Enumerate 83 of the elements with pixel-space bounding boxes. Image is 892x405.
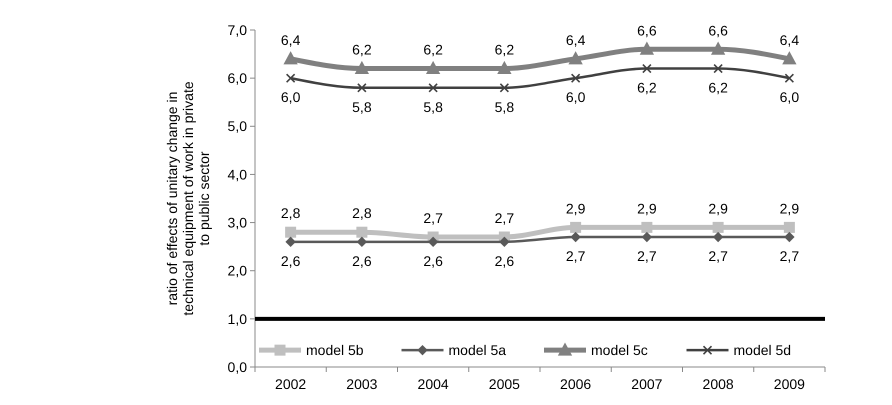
x-tick-label: 2003 <box>346 376 378 392</box>
point <box>500 82 510 93</box>
x-tick-label: 2007 <box>631 376 663 392</box>
data-label: 6,0 <box>780 89 800 106</box>
data-label: 6,2 <box>494 42 514 58</box>
legend-label: model 5d <box>734 342 792 358</box>
data-label: 2,7 <box>423 210 444 226</box>
data-label: 2,7 <box>780 248 800 264</box>
point <box>784 222 795 233</box>
y-tick-label: 6,0 <box>228 70 248 86</box>
data-label: 6,6 <box>708 22 728 38</box>
data-label: 6,2 <box>708 80 728 96</box>
x-tick-label: 2006 <box>560 376 592 392</box>
data-label: 2,9 <box>566 200 586 216</box>
legend-label: model 5a <box>448 342 506 358</box>
data-label: 6,2 <box>423 42 444 58</box>
data-label: 2,9 <box>780 200 800 216</box>
data-label: 5,8 <box>352 98 372 115</box>
data-label: 2,6 <box>352 252 372 269</box>
data-label: 2,8 <box>280 205 301 222</box>
data-label: 5,8 <box>423 98 444 115</box>
x-tick-label: 2009 <box>774 376 806 392</box>
data-label: 6,6 <box>637 22 657 38</box>
data-label: 6,0 <box>566 89 586 106</box>
data-label: 2,8 <box>352 205 372 222</box>
point <box>568 51 583 64</box>
data-label: 2,7 <box>637 248 657 264</box>
point <box>497 60 512 74</box>
point <box>784 232 795 242</box>
data-label: 6,2 <box>637 80 657 96</box>
point <box>286 73 296 83</box>
point <box>570 73 580 83</box>
x-tick-label: 2002 <box>275 376 306 392</box>
point <box>570 232 581 242</box>
y-tick-label: 0,0 <box>228 358 248 375</box>
data-label: 6,2 <box>352 42 372 58</box>
data-label: 2,6 <box>280 252 301 269</box>
data-label: 2,7 <box>494 210 514 226</box>
data-label: 2,6 <box>423 252 444 269</box>
point <box>642 64 652 74</box>
y-tick-label: 3,0 <box>228 214 248 230</box>
point <box>357 82 367 93</box>
legend-label: model 5b <box>306 342 364 358</box>
point <box>356 236 368 248</box>
point <box>356 226 368 238</box>
point <box>712 232 724 242</box>
data-label: 2,9 <box>637 200 657 216</box>
point <box>570 222 582 233</box>
point <box>712 222 724 233</box>
data-label: 6,4 <box>280 32 301 48</box>
point <box>641 222 652 233</box>
data-label: 6,0 <box>280 89 301 106</box>
x-tick-label: 2008 <box>702 376 734 392</box>
point <box>642 232 652 242</box>
point <box>285 236 296 248</box>
y-tick-label: 2,0 <box>228 262 248 279</box>
point <box>283 51 298 64</box>
point <box>499 236 510 248</box>
data-label: 5,8 <box>494 98 514 115</box>
point <box>426 60 440 74</box>
point <box>782 51 797 64</box>
y-tick-label: 4,0 <box>228 166 248 182</box>
data-label: 2,9 <box>708 200 728 216</box>
y-tick-label: 1,0 <box>228 310 248 327</box>
legend-label: model 5c <box>591 342 648 358</box>
data-label: 2,7 <box>566 248 586 264</box>
data-label: 6,4 <box>566 32 586 48</box>
y-axis-title: ratio of effects of unitary change in technical equipment of work in private to public sector <box>164 81 212 316</box>
data-label: 2,7 <box>708 248 728 264</box>
point <box>640 42 654 55</box>
x-tick-label: 2005 <box>488 376 520 392</box>
y-tick-label: 7,0 <box>228 22 248 38</box>
x-tick-label: 2004 <box>418 376 449 392</box>
point <box>713 64 723 74</box>
point <box>428 82 438 93</box>
point <box>784 73 794 83</box>
point <box>710 42 726 55</box>
point <box>285 226 296 238</box>
point <box>428 236 438 248</box>
data-label: 6,4 <box>780 32 800 48</box>
y-tick-label: 5,0 <box>228 118 248 134</box>
point <box>354 60 370 74</box>
data-label: 2,6 <box>494 252 514 269</box>
